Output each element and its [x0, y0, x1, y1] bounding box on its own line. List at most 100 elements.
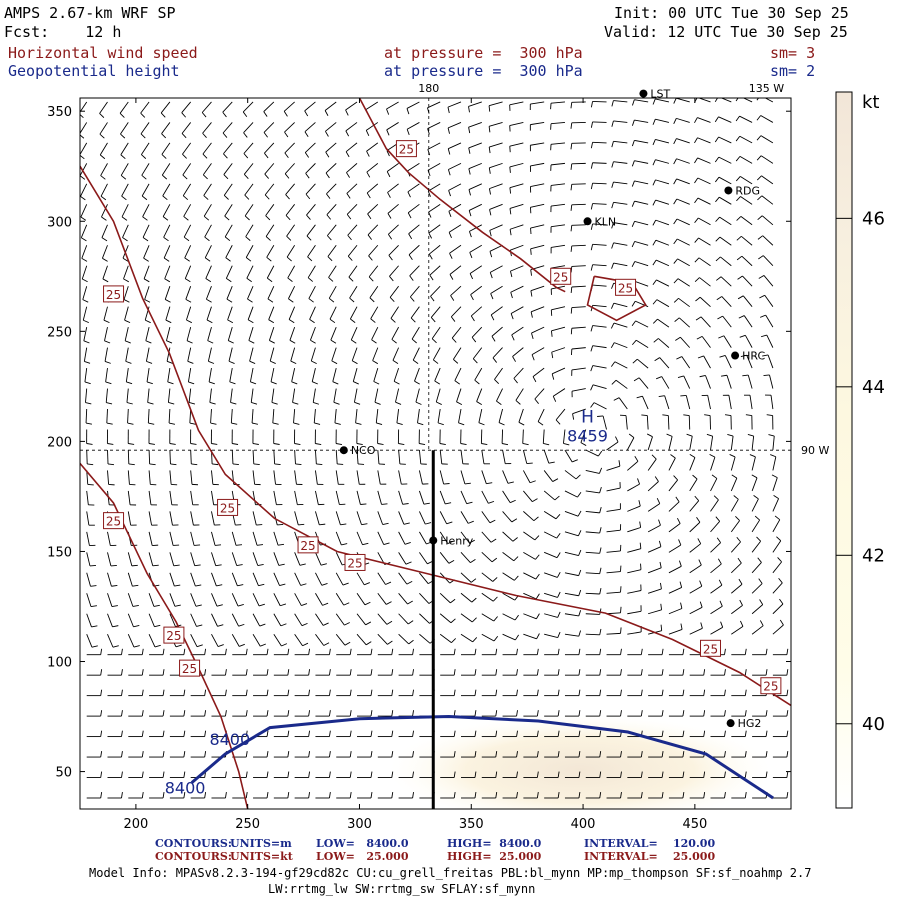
- wind-barb-flag: [407, 620, 414, 625]
- wind-barb: [373, 367, 379, 382]
- wind-barb-flag: [174, 584, 181, 587]
- wind-barb: [242, 101, 254, 113]
- wind-barb: [705, 375, 711, 389]
- wind-barb: [335, 531, 342, 546]
- wind-barb-flag: [182, 153, 187, 159]
- wind-barb: [230, 388, 233, 403]
- wind-barb: [204, 245, 212, 258]
- wind-barb: [419, 633, 431, 644]
- wind-barb-flag: [210, 422, 217, 425]
- wind-barb-flag: [530, 311, 533, 318]
- wind-barb: [742, 275, 753, 287]
- wind-barb: [550, 183, 566, 186]
- wind-barb-flag: [290, 360, 297, 365]
- wind-barb: [532, 367, 545, 377]
- wind-barb: [530, 306, 545, 313]
- forecast-hour: Fcst: 12 h: [4, 23, 122, 41]
- wind-barb: [448, 183, 462, 191]
- wind-barb-flag: [308, 298, 314, 303]
- wind-barb-flag: [673, 297, 679, 303]
- wind-barb-flag: [107, 463, 115, 466]
- wind-barb: [689, 436, 693, 451]
- wind-barb-flag: [202, 132, 207, 139]
- wind-barb-flag: [292, 401, 299, 405]
- wind-barb-flag: [300, 583, 307, 586]
- wind-barb-flag: [450, 598, 456, 604]
- wind-barb-flag: [703, 669, 706, 676]
- wind-barb: [512, 347, 524, 357]
- wind-barb-flag: [225, 710, 227, 717]
- wind-barb-flag: [266, 710, 269, 717]
- wind-barb-flag: [686, 433, 693, 437]
- wind-barb-flag: [148, 422, 155, 425]
- wind-barb: [243, 163, 254, 175]
- wind-barb: [377, 490, 382, 505]
- colorbar-tick-label: 40: [862, 714, 885, 735]
- legend-height-low: LOW= 8400.0: [316, 837, 409, 850]
- station-label: KLN: [595, 215, 617, 228]
- wind-barb-flag: [217, 644, 224, 647]
- wind-barb-flag: [694, 217, 699, 224]
- wind-barb-flag: [724, 751, 726, 758]
- wind-barb-flag: [447, 148, 451, 155]
- wind-barb-flag: [387, 234, 393, 240]
- station-marker: [339, 446, 348, 455]
- wind-barb-flag: [682, 771, 685, 778]
- wind-barb: [306, 204, 316, 216]
- wind-barb-flag: [536, 613, 540, 620]
- wind-barb: [396, 408, 400, 423]
- wind-barb-flag: [476, 401, 482, 406]
- wind-barb-flag: [304, 152, 310, 158]
- wind-barb-flag: [535, 554, 540, 560]
- wind-barb-flag: [778, 577, 783, 584]
- wind-barb-flag: [779, 598, 784, 605]
- wind-barb: [273, 613, 282, 627]
- station-label: NCO: [351, 444, 376, 457]
- wind-barb: [107, 531, 111, 546]
- wind-barb-flag: [637, 478, 640, 485]
- wind-barb-flag: [305, 173, 310, 179]
- wind-barb-flag: [340, 523, 347, 526]
- wind-barb: [681, 356, 691, 369]
- wind-barb: [389, 285, 399, 298]
- wind-barb-flag: [328, 669, 331, 676]
- wind-barb-flag: [203, 174, 208, 180]
- wind-barb: [314, 490, 319, 505]
- wind-barb-flag: [287, 751, 290, 758]
- field2-name: Geopotential height: [8, 62, 180, 80]
- wind-barb: [356, 593, 366, 606]
- wind-barb-flag: [453, 648, 456, 655]
- wind-barb-flag: [121, 730, 123, 737]
- wind-barb: [126, 388, 129, 403]
- wind-barb: [481, 490, 489, 504]
- wind-barb-flag: [516, 669, 518, 676]
- wind-barb-flag: [122, 257, 129, 262]
- wind-barb-flag: [765, 669, 768, 676]
- wind-barb-flag: [225, 689, 227, 696]
- wind-barb-flag: [356, 443, 363, 445]
- wind-barb-flag: [611, 202, 614, 209]
- wind-barb-flag: [162, 730, 165, 737]
- wind-barb-flag: [511, 334, 515, 341]
- wind-barb: [148, 490, 152, 505]
- wind-barb-flag: [365, 641, 372, 646]
- wind-barb-flag: [453, 730, 456, 737]
- wind-barb-flag: [287, 771, 290, 778]
- legend-height-label: CONTOURS:: [155, 837, 232, 850]
- wind-barb: [226, 286, 233, 300]
- wind-barb-flag: [786, 730, 789, 737]
- wind-barb-flag: [765, 710, 768, 717]
- wind-barb: [142, 224, 150, 238]
- wind-barb: [448, 203, 462, 212]
- wind-barb-flag: [613, 397, 620, 401]
- wind-barb-flag: [412, 730, 414, 737]
- wind-barb: [431, 326, 441, 339]
- wind-barb-flag: [104, 340, 111, 344]
- wind-barb-flag: [543, 443, 550, 446]
- wind-barb-flag: [407, 191, 411, 198]
- wind-barb-flag: [509, 187, 512, 194]
- wind-barb: [127, 409, 129, 424]
- wind-barb-flag: [744, 710, 747, 717]
- wind-barb: [418, 470, 423, 485]
